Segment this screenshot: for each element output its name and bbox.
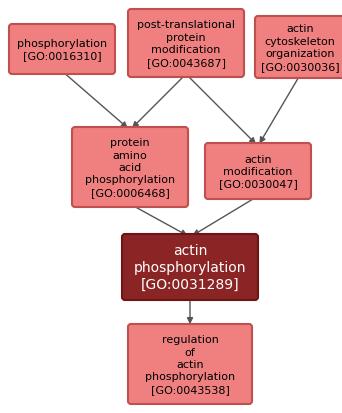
FancyBboxPatch shape [72,128,188,207]
FancyBboxPatch shape [255,17,342,79]
Text: protein
amino
acid
phosphorylation
[GO:0006468]: protein amino acid phosphorylation [GO:0… [85,138,175,197]
Text: actin
modification
[GO:0030047]: actin modification [GO:0030047] [219,154,298,189]
Text: phosphorylation
[GO:0016310]: phosphorylation [GO:0016310] [17,39,107,61]
Text: post-translational
protein
modification
[GO:0043687]: post-translational protein modification … [137,20,235,67]
FancyBboxPatch shape [128,324,252,404]
FancyBboxPatch shape [128,10,244,78]
Text: actin
phosphorylation
[GO:0031289]: actin phosphorylation [GO:0031289] [134,243,246,292]
FancyBboxPatch shape [122,235,258,300]
Text: actin
cytoskeleton
organization
[GO:0030036]: actin cytoskeleton organization [GO:0030… [261,24,339,71]
FancyBboxPatch shape [205,144,311,199]
Text: regulation
of
actin
phosphorylation
[GO:0043538]: regulation of actin phosphorylation [GO:… [145,335,235,394]
FancyBboxPatch shape [9,25,115,75]
